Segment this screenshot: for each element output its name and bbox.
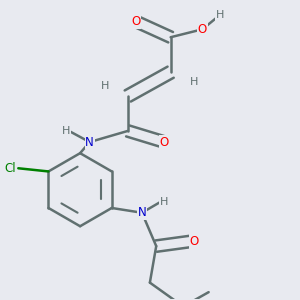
Text: H: H [190, 77, 199, 87]
Text: H: H [101, 82, 110, 92]
Text: Cl: Cl [4, 162, 16, 175]
Text: O: O [131, 15, 140, 28]
Text: N: N [138, 206, 146, 219]
Text: O: O [198, 23, 207, 36]
Text: H: H [216, 10, 224, 20]
Text: H: H [61, 126, 70, 136]
Text: N: N [85, 136, 94, 148]
Text: O: O [190, 235, 199, 248]
Text: O: O [160, 136, 169, 148]
Text: H: H [160, 196, 168, 207]
